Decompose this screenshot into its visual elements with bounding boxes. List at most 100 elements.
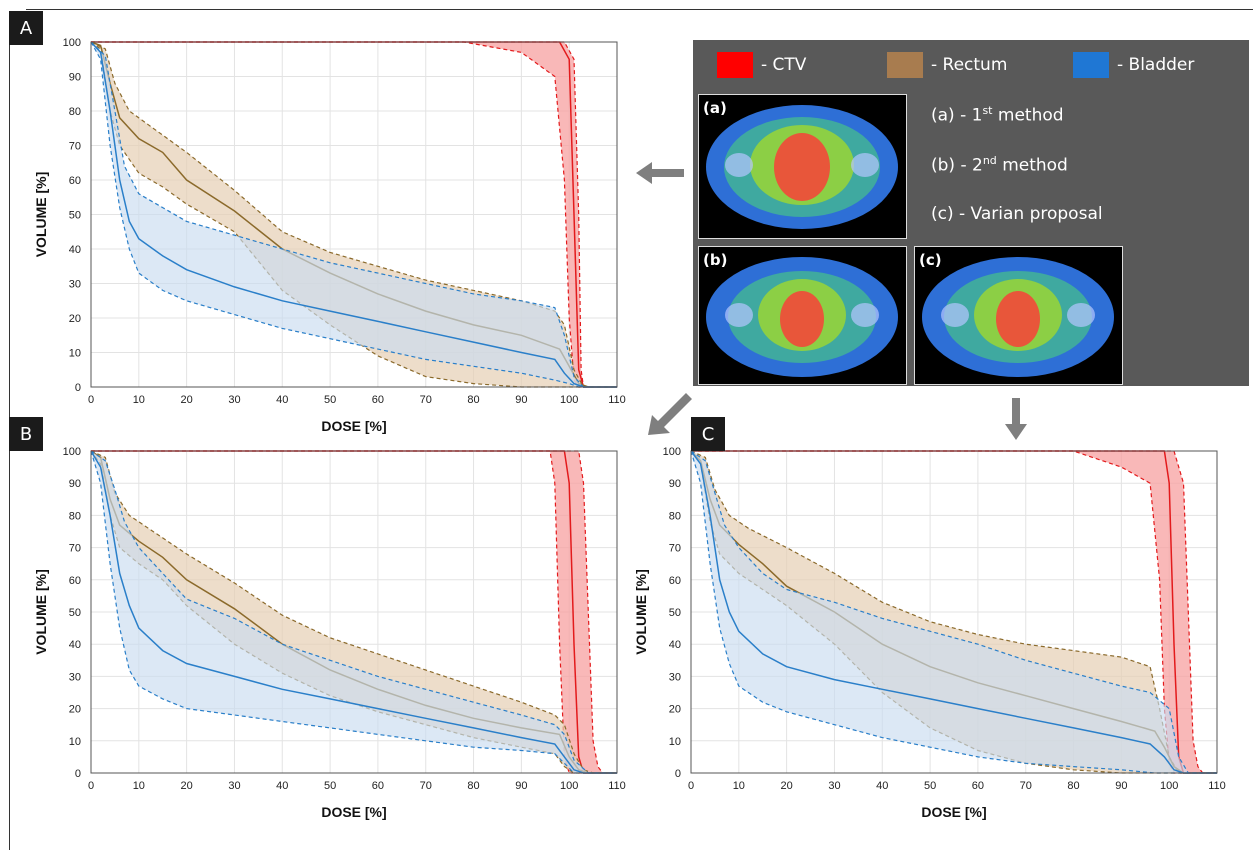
panel-c-ctv-band — [691, 451, 1217, 773]
panel-a-y-tick-label: 10 — [69, 348, 81, 360]
panel-a-x-tick-label: 80 — [467, 394, 479, 406]
panel-b-x-tick-label: 60 — [372, 780, 384, 792]
panel-c-bladder-upper-line — [690, 450, 1217, 774]
top-frame-line — [26, 9, 1253, 10]
panel-b-x-tick-label: 100 — [560, 780, 578, 792]
panel-c-x-tick-label: 20 — [781, 780, 793, 792]
panel-c-x-tick-label: 40 — [876, 780, 888, 792]
panel-a-x-tick-label: 90 — [515, 394, 527, 406]
panel-b-y-tick-label: 100 — [63, 446, 81, 458]
legend-ctv-swatch — [717, 52, 753, 78]
panel-c-x-tick-label: 100 — [1160, 780, 1178, 792]
panel-b-y-tick-label: 80 — [69, 510, 81, 522]
panel-a-y-tick-label: 60 — [69, 175, 81, 187]
panel-a-x-tick-label: 20 — [181, 394, 193, 406]
panel-b-x-tick-label: 40 — [276, 780, 288, 792]
panel-b-y-tick-label: 20 — [69, 704, 81, 716]
panel-c-y-tick-label: 30 — [669, 671, 681, 683]
panel-a-y-tick-label: 30 — [69, 279, 81, 291]
panel-c-y-tick-label: 80 — [669, 510, 681, 522]
panel-a-x-axis-title: DOSE [%] — [321, 418, 386, 434]
legend-bladder-swatch — [1073, 52, 1109, 78]
panel-a-y-tick-label: 90 — [69, 72, 81, 84]
legend-panel: - CTV - Rectum - Bladder (a) (b) — [693, 40, 1249, 386]
panel-c-y-tick-label: 20 — [669, 704, 681, 716]
panel-c-bladder-lower-line — [690, 450, 1217, 774]
arrow-down-left-icon — [648, 393, 692, 435]
ct-image-c-label: (c) — [919, 251, 942, 269]
panel-c-x-axis-title: DOSE [%] — [921, 804, 986, 820]
method-c-prefix: (c) - Varian proposal — [931, 204, 1103, 224]
panel-b-ctv-upper-line — [91, 450, 617, 774]
panel-b-x-tick-label: 110 — [608, 780, 626, 792]
panel-a-x-tick-label: 70 — [420, 394, 432, 406]
panel-b-y-tick-label: 60 — [69, 575, 81, 587]
legend-bladder: - Bladder — [1073, 52, 1194, 78]
panel-b-bladder-mean-line — [90, 450, 617, 774]
panel-a-badge: A — [9, 11, 43, 45]
panel-a-bladder-mean-line — [90, 41, 617, 388]
method-b-sup: nd — [982, 154, 997, 167]
panel-c-x-tick-label: 70 — [1020, 780, 1032, 792]
panel-c-y-axis-title: VOLUME [%] — [633, 569, 649, 655]
panel-b-y-tick-label: 50 — [69, 607, 81, 619]
panel-a-y-tick-label: 80 — [69, 106, 81, 118]
panel-b-y-tick-label: 0 — [75, 768, 81, 780]
panel-a-x-tick-label: 10 — [133, 394, 145, 406]
method-b-suffix: method — [996, 155, 1068, 176]
panel-b-rectum-upper-line — [90, 450, 617, 774]
panel-c-y-tick-label: 70 — [669, 543, 681, 555]
panel-a-x-tick-label: 40 — [276, 394, 288, 406]
panel-b-y-tick-label: 40 — [69, 639, 81, 651]
panel-a-y-tick-label: 40 — [69, 244, 81, 256]
panel-a-x-tick-label: 100 — [560, 394, 578, 406]
panel-b-y-tick-label: 30 — [69, 671, 81, 683]
ct-image-c-graphic — [922, 257, 1114, 377]
legend-bladder-label: - Bladder — [1117, 55, 1195, 75]
panel-b-y-tick-label: 90 — [69, 478, 81, 490]
arrow-down-icon — [1005, 398, 1027, 440]
panel-b-x-tick-label: 0 — [88, 780, 94, 792]
panel-c-y-tick-label: 90 — [669, 478, 681, 490]
panel-b-y-tick-label: 10 — [69, 736, 81, 748]
panel-c-x-tick-label: 10 — [733, 780, 745, 792]
panel-c-x-tick-label: 50 — [924, 780, 936, 792]
legend-rectum-swatch — [887, 52, 923, 78]
panel-a-y-tick-label: 50 — [69, 210, 81, 222]
panel-b-y-axis-title: VOLUME [%] — [33, 569, 49, 655]
panel-b-y-tick-label: 70 — [69, 543, 81, 555]
panel-a-x-tick-label: 60 — [372, 394, 384, 406]
ct-image-b: (b) — [698, 246, 907, 385]
panel-c-y-tick-label: 50 — [669, 607, 681, 619]
ct-image-c: (c) — [914, 246, 1123, 385]
panel-a-x-tick-label: 30 — [228, 394, 240, 406]
panel-a-bladder-band — [91, 42, 617, 387]
panel-c-x-tick-label: 90 — [1115, 780, 1127, 792]
panel-a-x-tick-label: 50 — [324, 394, 336, 406]
panel-b-x-tick-label: 20 — [181, 780, 193, 792]
panel-a-ctv-lower-line — [91, 41, 617, 388]
panel-a-y-axis-title: VOLUME [%] — [33, 172, 49, 258]
panel-c-x-tick-label: 0 — [688, 780, 694, 792]
panel-c-badge: C — [691, 417, 725, 451]
panel-a-bladder-upper-line — [90, 41, 617, 388]
panel-b-rectum-band — [91, 451, 617, 773]
method-b: (b) - 2nd method — [931, 154, 1068, 176]
panel-b-x-axis-title: DOSE [%] — [321, 804, 386, 820]
ct-image-b-label: (b) — [703, 251, 728, 269]
panel-c-y-tick-label: 0 — [675, 768, 681, 780]
panel-c-x-tick-label: 30 — [828, 780, 840, 792]
panel-c-x-tick-label: 60 — [972, 780, 984, 792]
panel-a-x-tick-label: 110 — [608, 394, 626, 406]
panel-a-rectum-upper-line — [90, 41, 617, 388]
panel-a-y-tick-label: 70 — [69, 141, 81, 153]
method-c: (c) - Varian proposal — [931, 204, 1103, 224]
legend-rectum: - Rectum — [887, 52, 1007, 78]
panel-a-axes-frame — [90, 41, 618, 388]
panel-a-y-tick-label: 0 — [75, 382, 81, 394]
panel-b-x-tick-label: 70 — [420, 780, 432, 792]
panel-c-y-tick-label: 100 — [663, 446, 681, 458]
panel-b-bladder-lower-line — [90, 450, 617, 774]
panel-b-bladder-upper-line — [90, 450, 617, 774]
